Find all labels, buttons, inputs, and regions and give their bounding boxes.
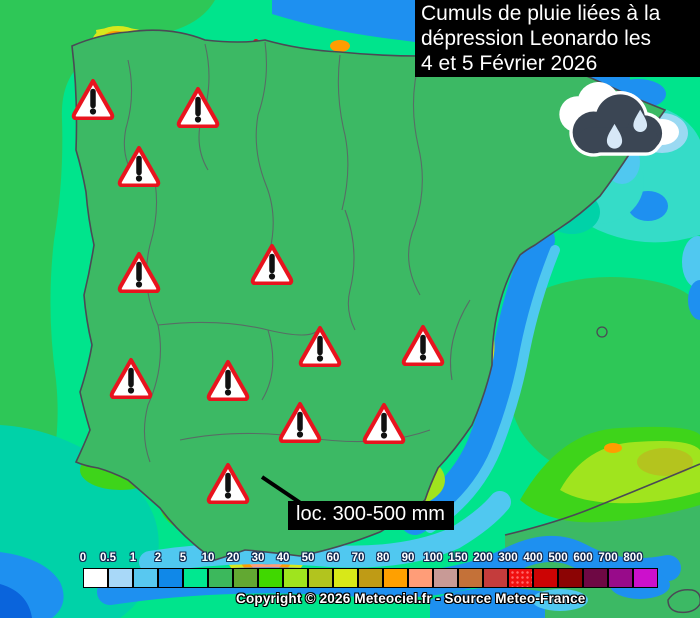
warning-triangle-icon [278,402,322,443]
title-line-2: dépression Leonardo les [421,27,651,50]
warning-triangle-icon [401,325,445,366]
warning-triangle-icon [117,146,161,187]
warning-triangle-icon [298,326,342,367]
title-line-3: 4 et 5 Février 2026 [421,52,598,75]
rain-cloud-icon [559,82,664,157]
warning-triangle-icon [362,403,406,444]
title-line-1: Cumuls de pluie liées à la [421,2,661,25]
warning-triangle-icon [250,244,294,285]
warning-triangle-icon [206,463,250,504]
warning-triangle-icon [109,358,153,399]
warning-triangle-icon [206,360,250,401]
map-title: Cumuls de pluie liées à la dépression Le… [415,0,700,77]
warning-triangle-icon [71,79,115,120]
copyright-text: Copyright © 2026 Meteociel.fr - Source M… [236,591,586,606]
warning-triangle-icon [117,252,161,293]
raindrop-icon [606,109,648,149]
warning-triangle-icon [176,87,220,128]
annotation-label: loc. 300-500 mm [288,501,454,530]
